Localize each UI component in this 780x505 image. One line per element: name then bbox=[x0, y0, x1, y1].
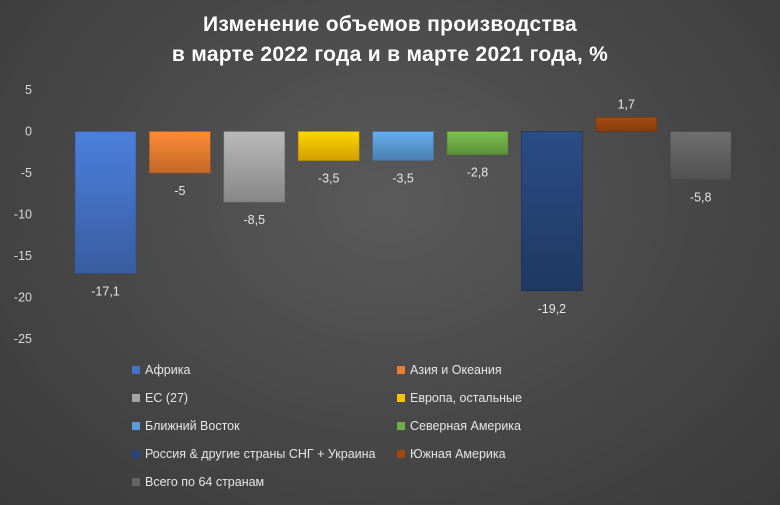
data-label: -2,8 bbox=[467, 166, 489, 180]
y-tick-label: -20 bbox=[14, 291, 32, 305]
bar bbox=[372, 131, 434, 161]
bar bbox=[223, 131, 286, 203]
chart-title-line-2: в марте 2022 года и в марте 2021 года, % bbox=[171, 43, 609, 66]
bar bbox=[669, 131, 732, 180]
bar bbox=[297, 131, 360, 161]
chart-title: Изменение объемов производства в марте 2… bbox=[0, 10, 780, 70]
bar bbox=[74, 131, 137, 274]
y-tick-label: -15 bbox=[14, 249, 32, 263]
data-label: 1,7 bbox=[618, 97, 635, 111]
data-label: -5 bbox=[174, 184, 185, 198]
y-tick-label: -25 bbox=[14, 332, 32, 346]
data-label: -3,5 bbox=[318, 172, 340, 186]
bar bbox=[595, 117, 658, 132]
chart-title-line-1: Изменение объемов производства bbox=[203, 13, 577, 36]
y-tick-label: 0 bbox=[25, 125, 32, 139]
bar bbox=[521, 131, 583, 292]
bar bbox=[149, 131, 211, 174]
data-label: -17,1 bbox=[91, 284, 120, 298]
data-label: -5,8 bbox=[690, 191, 712, 205]
y-tick-label: -5 bbox=[21, 166, 32, 180]
data-label: -19,2 bbox=[538, 302, 567, 316]
y-tick-label: 5 bbox=[25, 83, 32, 97]
data-label: -3,5 bbox=[392, 172, 414, 186]
y-tick-label: -10 bbox=[14, 208, 32, 222]
bar bbox=[446, 131, 509, 156]
data-label: -8,5 bbox=[244, 213, 266, 227]
